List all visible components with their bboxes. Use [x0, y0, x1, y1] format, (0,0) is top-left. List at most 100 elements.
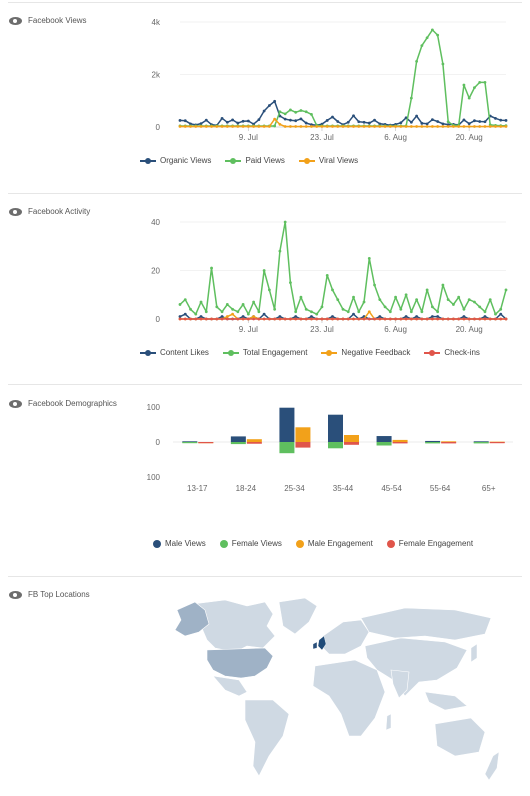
data-point-check-ins[interactable] — [257, 317, 261, 321]
data-point-paid-views[interactable] — [478, 80, 482, 84]
data-point-negative-feedback[interactable] — [252, 315, 256, 318]
data-point-check-ins[interactable] — [436, 317, 440, 321]
data-point-total-engagement[interactable] — [441, 283, 445, 287]
data-point-check-ins[interactable] — [194, 317, 198, 321]
data-point-organic-views[interactable] — [236, 121, 240, 125]
data-point-viral-views[interactable] — [189, 125, 192, 128]
legend-item-male-views[interactable]: Male Views — [153, 539, 206, 548]
data-point-check-ins[interactable] — [499, 317, 503, 321]
data-point-content-likes[interactable] — [199, 315, 203, 318]
data-point-total-engagement[interactable] — [478, 305, 482, 309]
data-point-check-ins[interactable] — [273, 317, 277, 321]
data-point-total-engagement[interactable] — [367, 256, 371, 260]
map-region-southeast-asia[interactable] — [424, 691, 468, 711]
data-point-total-engagement[interactable] — [204, 310, 208, 314]
data-point-check-ins[interactable] — [278, 317, 282, 321]
bar-female-engagement[interactable] — [441, 442, 457, 444]
data-point-total-engagement[interactable] — [504, 288, 508, 292]
data-point-check-ins[interactable] — [373, 317, 376, 321]
data-point-paid-views[interactable] — [273, 124, 277, 128]
data-point-total-engagement[interactable] — [215, 305, 219, 309]
data-point-viral-views[interactable] — [473, 125, 476, 128]
data-point-total-engagement[interactable] — [420, 310, 424, 314]
data-point-check-ins[interactable] — [467, 317, 471, 321]
data-point-viral-views[interactable] — [394, 125, 397, 128]
data-point-paid-views[interactable] — [473, 86, 476, 90]
data-point-check-ins[interactable] — [367, 317, 371, 321]
data-point-paid-views[interactable] — [304, 110, 308, 114]
legend-item-organic-views[interactable]: Organic Views — [140, 156, 211, 165]
data-point-viral-views[interactable] — [299, 125, 303, 128]
data-point-paid-views[interactable] — [289, 108, 292, 112]
data-point-content-likes[interactable] — [310, 315, 313, 318]
data-point-viral-views[interactable] — [346, 125, 350, 128]
data-point-total-engagement[interactable] — [346, 310, 350, 314]
bar-female-views[interactable] — [279, 442, 295, 454]
data-point-viral-views[interactable] — [304, 125, 308, 128]
data-point-check-ins[interactable] — [346, 317, 350, 321]
data-point-organic-views[interactable] — [299, 117, 303, 121]
world-map[interactable] — [155, 596, 510, 788]
data-point-viral-views[interactable] — [362, 125, 366, 128]
eye-icon[interactable] — [9, 207, 22, 216]
data-point-organic-views[interactable] — [373, 118, 376, 122]
data-point-viral-views[interactable] — [352, 125, 355, 128]
bar-female-views[interactable] — [328, 442, 343, 449]
map-region-canada[interactable] — [192, 599, 276, 653]
data-point-viral-views[interactable] — [420, 125, 424, 128]
data-point-viral-views[interactable] — [289, 125, 292, 128]
data-point-check-ins[interactable] — [494, 317, 497, 321]
bar-female-views[interactable] — [230, 442, 246, 445]
data-point-total-engagement[interactable] — [189, 307, 192, 311]
data-point-total-engagement[interactable] — [446, 298, 450, 301]
data-point-check-ins[interactable] — [446, 317, 450, 321]
data-point-total-engagement[interactable] — [473, 300, 476, 304]
data-point-check-ins[interactable] — [457, 317, 461, 321]
data-point-total-engagement[interactable] — [194, 312, 198, 316]
bar-female-views[interactable] — [473, 442, 489, 444]
data-point-total-engagement[interactable] — [241, 303, 245, 306]
data-point-check-ins[interactable] — [331, 317, 334, 321]
data-point-paid-views[interactable] — [294, 110, 298, 114]
data-point-organic-views[interactable] — [257, 118, 261, 122]
data-point-content-likes[interactable] — [430, 315, 434, 318]
data-point-check-ins[interactable] — [210, 317, 213, 321]
map-region-uk[interactable] — [317, 635, 327, 651]
data-point-content-likes[interactable] — [415, 315, 419, 318]
bar-female-engagement[interactable] — [295, 442, 311, 448]
data-point-content-likes[interactable] — [462, 315, 466, 318]
data-point-total-engagement[interactable] — [315, 312, 319, 316]
data-point-organic-views[interactable] — [304, 121, 308, 125]
map-region-alaska[interactable] — [174, 601, 210, 637]
data-point-organic-views[interactable] — [325, 119, 329, 122]
data-point-check-ins[interactable] — [341, 317, 345, 321]
data-point-organic-views[interactable] — [267, 104, 271, 107]
map-region-africa[interactable] — [312, 659, 386, 737]
eye-icon[interactable] — [9, 399, 22, 408]
data-point-total-engagement[interactable] — [373, 283, 376, 287]
data-point-viral-views[interactable] — [430, 125, 434, 128]
data-point-paid-views[interactable] — [425, 36, 429, 40]
data-point-viral-views[interactable] — [331, 125, 334, 128]
data-point-total-engagement[interactable] — [262, 269, 266, 272]
data-point-check-ins[interactable] — [488, 317, 492, 321]
data-point-paid-views[interactable] — [467, 96, 471, 100]
data-point-total-engagement[interactable] — [467, 298, 471, 301]
legend-item-total-engagement[interactable]: Total Engagement — [222, 348, 307, 357]
data-point-organic-views[interactable] — [331, 115, 334, 119]
map-region-madagascar[interactable] — [385, 713, 392, 731]
data-point-viral-views[interactable] — [241, 125, 245, 128]
map-region-russia[interactable] — [360, 607, 492, 641]
data-point-viral-views[interactable] — [367, 125, 371, 128]
data-point-content-likes[interactable] — [178, 315, 182, 318]
data-point-organic-views[interactable] — [220, 116, 224, 120]
data-point-negative-feedback[interactable] — [367, 310, 371, 314]
bar-female-engagement[interactable] — [344, 442, 359, 445]
data-point-check-ins[interactable] — [262, 317, 266, 321]
data-point-paid-views[interactable] — [462, 83, 466, 87]
data-point-viral-views[interactable] — [436, 125, 440, 128]
data-point-check-ins[interactable] — [388, 317, 392, 321]
data-point-total-engagement[interactable] — [341, 307, 345, 311]
data-point-viral-views[interactable] — [246, 125, 250, 128]
data-point-check-ins[interactable] — [220, 317, 224, 321]
